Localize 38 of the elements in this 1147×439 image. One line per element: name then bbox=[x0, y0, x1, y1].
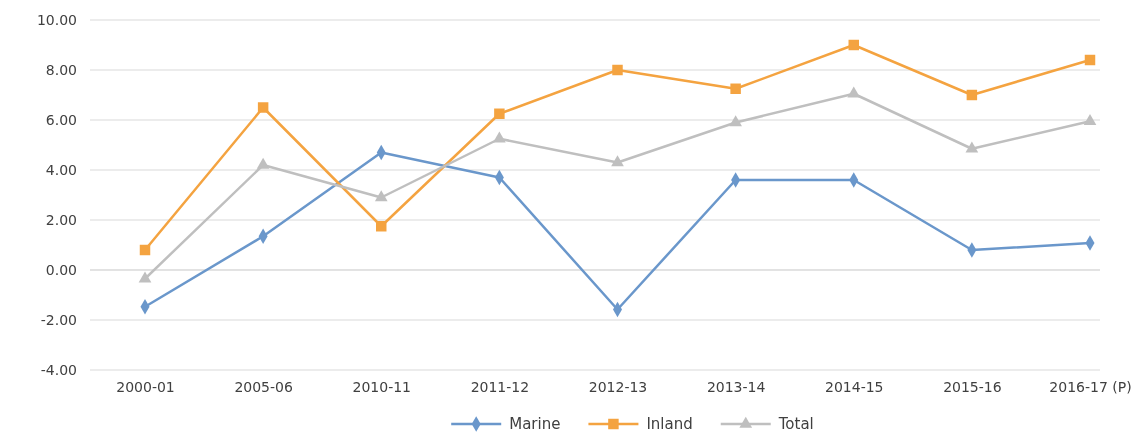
x-tick-label: 2013-14 bbox=[706, 378, 766, 395]
y-tick-label: 10.00 bbox=[36, 11, 77, 28]
y-tick-label: -4.00 bbox=[40, 361, 77, 378]
x-tick-label: 2016-17 (P) bbox=[1049, 378, 1132, 395]
point bbox=[256, 157, 270, 169]
point bbox=[730, 83, 741, 94]
x-tick-label: 2010-11 bbox=[352, 378, 411, 395]
x-tick-label: 2014-15 bbox=[825, 378, 884, 395]
point bbox=[611, 155, 624, 167]
x-tick-label: 2005-06 bbox=[234, 378, 293, 395]
point bbox=[965, 141, 979, 153]
y-tick-label: 4.00 bbox=[45, 161, 77, 178]
y-tick-label: 6.00 bbox=[45, 111, 77, 128]
point bbox=[1083, 113, 1097, 125]
y-tick-label: -2.00 bbox=[40, 311, 77, 328]
legend-label: Inland bbox=[646, 415, 693, 433]
point bbox=[257, 102, 269, 113]
point bbox=[729, 115, 742, 127]
x-tick-label: 2015-16 bbox=[943, 378, 1002, 395]
point bbox=[1084, 54, 1096, 66]
point bbox=[374, 190, 388, 202]
legend-label: Marine bbox=[509, 415, 561, 433]
point bbox=[139, 244, 151, 256]
legend-label: Total bbox=[777, 415, 814, 433]
point bbox=[966, 89, 978, 101]
point bbox=[493, 131, 506, 143]
x-tick-label: 2012-13 bbox=[588, 378, 648, 395]
point bbox=[494, 108, 505, 119]
point bbox=[138, 271, 152, 283]
y-tick-label: 0.00 bbox=[45, 261, 77, 278]
y-tick-label: 2.00 bbox=[45, 211, 77, 228]
point bbox=[612, 64, 623, 76]
point bbox=[847, 86, 861, 98]
point bbox=[376, 221, 387, 232]
point bbox=[848, 39, 859, 51]
y-tick-label: 8.00 bbox=[45, 61, 77, 78]
x-tick-label: 2011-12 bbox=[470, 378, 530, 395]
x-tick-label: 2000-01 bbox=[116, 378, 175, 395]
